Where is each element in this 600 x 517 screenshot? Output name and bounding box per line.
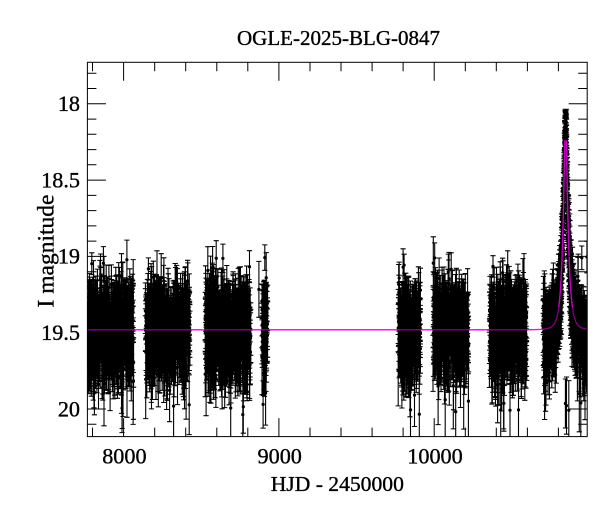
svg-text:8000: 8000 — [102, 444, 146, 469]
svg-text:18.5: 18.5 — [41, 167, 80, 192]
svg-text:18: 18 — [58, 91, 80, 116]
svg-text:HJD - 2450000: HJD - 2450000 — [271, 472, 404, 496]
svg-text:I magnitude: I magnitude — [34, 195, 60, 308]
svg-text:9000: 9000 — [258, 444, 302, 469]
svg-text:10000: 10000 — [407, 444, 462, 469]
svg-text:19.5: 19.5 — [41, 320, 80, 345]
svg-text:OGLE-2025-BLG-0847: OGLE-2025-BLG-0847 — [237, 26, 440, 50]
svg-text:20: 20 — [58, 396, 80, 421]
svg-text:19: 19 — [58, 244, 80, 269]
